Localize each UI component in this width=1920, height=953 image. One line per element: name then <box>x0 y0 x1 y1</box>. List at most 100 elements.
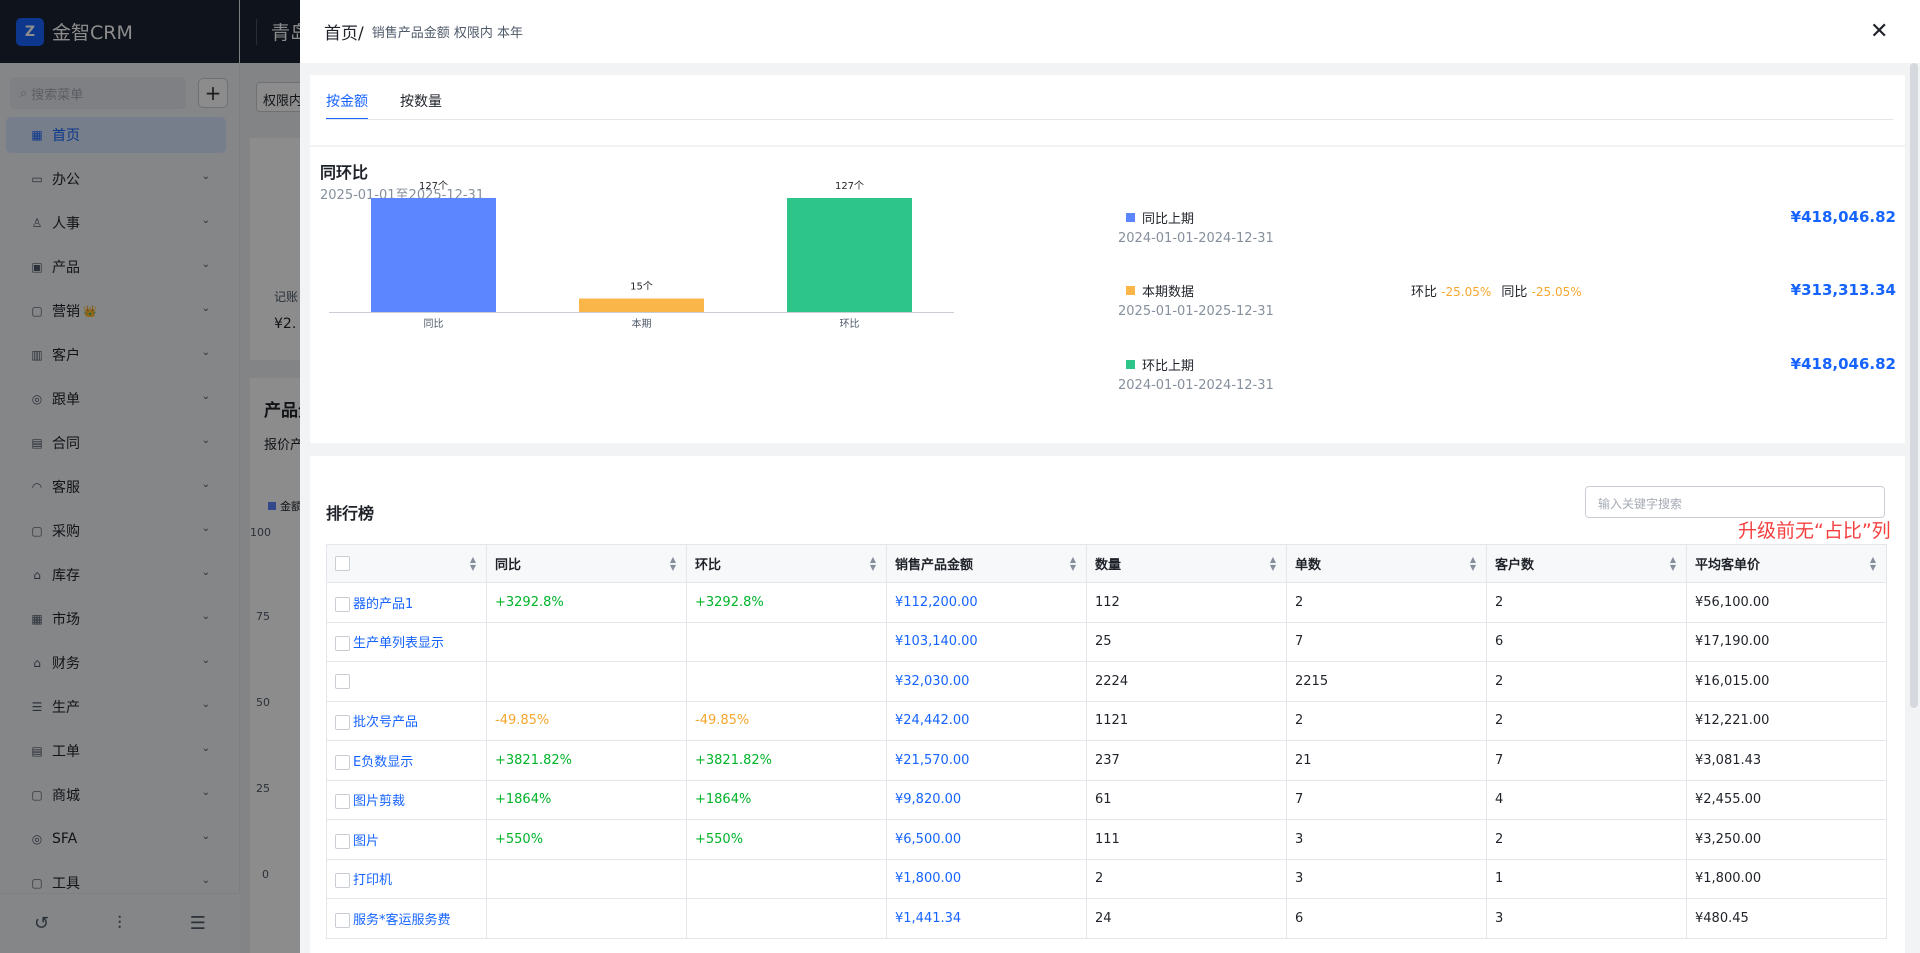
cell-name[interactable]: 器的产品1 <box>326 582 487 623</box>
select-all-checkbox[interactable] <box>335 556 350 571</box>
table-row[interactable]: 批次号产品 -49.85% -49.85% ¥24,442.00 1121 2 2 ¥12,2… <box>326 700 1887 741</box>
collapse-icon[interactable]: ☰ <box>189 913 206 934</box>
drawer-scrollbar[interactable] <box>1910 63 1918 708</box>
sidebar-item-3[interactable]: ▣ 产品 ⌄ <box>6 249 226 285</box>
sidebar-item-5[interactable]: ▥ 客户 ⌄ <box>6 337 226 373</box>
sort-icon[interactable]: ▲ ▼ <box>1269 555 1276 572</box>
tab-by-quantity[interactable]: 按数量 <box>400 94 442 110</box>
sidebar-item-15[interactable]: ▢ 商城 ⌄ <box>6 777 226 813</box>
product-name-link[interactable]: 生产单列表显示 <box>353 636 445 652</box>
sidebar-item-13[interactable]: ☰ 生产 ⌄ <box>6 689 226 725</box>
sidebar-item-6[interactable]: ◎ 跟单 ⌄ <box>6 381 226 417</box>
cell-amount[interactable]: ¥103,140.00 <box>886 621 1087 662</box>
sidebar-item-17[interactable]: ▢ 工具 ⌄ <box>6 865 226 901</box>
breadcrumb-home[interactable]: 首页/ <box>324 24 364 44</box>
column-header-name[interactable]: ▲ ▼ <box>326 544 487 583</box>
chevron-down-icon[interactable]: ⌄ <box>201 259 210 270</box>
chevron-down-icon[interactable]: ⌄ <box>201 215 210 226</box>
tab-by-amount[interactable]: 按金额 <box>326 91 368 120</box>
column-header-orders[interactable]: 单数 ▲ ▼ <box>1286 544 1487 583</box>
row-checkbox[interactable] <box>335 833 350 849</box>
sidebar-item-11[interactable]: ▦ 市场 ⌄ <box>6 601 226 637</box>
sidebar-item-2[interactable]: ♙ 人事 ⌄ <box>6 205 226 241</box>
row-checkbox[interactable] <box>335 754 350 770</box>
bar-1[interactable] <box>579 298 704 312</box>
table-row[interactable]: E负数显示 +3821.82% +3821.82% ¥21,570.00 237 21 7 ¥… <box>326 740 1887 781</box>
chevron-down-icon[interactable]: ⌄ <box>201 743 210 754</box>
product-name-link[interactable]: 图片剪裁 <box>353 794 406 810</box>
row-checkbox[interactable] <box>335 715 350 731</box>
table-row[interactable]: 服务*客运服务费 ¥1,441.34 24 6 3 ¥480.45 <box>326 898 1887 939</box>
chevron-down-icon[interactable]: ⌄ <box>201 567 210 578</box>
close-icon[interactable]: ✕ <box>1870 19 1889 44</box>
cell-amount[interactable]: ¥24,442.00 <box>886 700 1087 741</box>
sidebar-item-1[interactable]: ▭ 办公 ⌄ <box>6 161 226 197</box>
cell-amount[interactable]: ¥1,800.00 <box>886 858 1087 899</box>
cell-name[interactable]: 图片 <box>326 819 487 860</box>
chevron-down-icon[interactable]: ⌄ <box>201 435 210 446</box>
column-header-yoy[interactable]: 同比 ▲ ▼ <box>486 544 687 583</box>
bar-2[interactable] <box>787 198 912 312</box>
row-checkbox[interactable] <box>335 912 350 928</box>
sidebar-item-10[interactable]: ⌂ 库存 ⌄ <box>6 557 226 593</box>
cell-name[interactable]: E负数显示 <box>326 740 487 781</box>
chevron-down-icon[interactable]: ⌄ <box>201 171 210 182</box>
cell-name[interactable]: 打印机 <box>326 858 487 899</box>
cell-amount[interactable]: ¥112,200.00 <box>886 582 1087 623</box>
column-header-mom[interactable]: 环比 ▲ ▼ <box>686 544 887 583</box>
product-name-link[interactable]: 打印机 <box>353 873 393 889</box>
column-header-customers[interactable]: 客户数 ▲ ▼ <box>1486 544 1687 583</box>
product-name-link[interactable]: 器的产品1 <box>353 596 414 612</box>
row-checkbox[interactable] <box>335 596 350 612</box>
table-row[interactable]: 打印机 ¥1,800.00 2 3 1 ¥1,800.00 <box>326 858 1887 899</box>
table-row[interactable]: 图片 +550% +550% ¥6,500.00 111 3 2 ¥3,250.00 <box>326 819 1887 860</box>
sort-icon[interactable]: ▲ ▼ <box>1069 555 1076 572</box>
sort-icon[interactable]: ▲ ▼ <box>1869 555 1876 572</box>
sidebar-item-8[interactable]: ◠ 客服 ⌄ <box>6 469 226 505</box>
table-row[interactable]: ¥32,030.00 2224 2215 2 ¥16,015.00 <box>326 661 1887 702</box>
row-checkbox[interactable] <box>335 673 350 689</box>
cell-amount[interactable]: ¥32,030.00 <box>886 661 1087 702</box>
bar-0[interactable] <box>371 198 496 312</box>
cell-amount[interactable]: ¥21,570.00 <box>886 740 1087 781</box>
chevron-down-icon[interactable]: ⌄ <box>201 787 210 798</box>
table-row[interactable]: 器的产品1 +3292.8% +3292.8% ¥112,200.00 112 2 2 ¥56… <box>326 582 1887 623</box>
cell-name[interactable] <box>326 661 487 702</box>
sidebar-item-0[interactable]: ▦ 首页 <box>6 117 226 153</box>
product-name-link[interactable]: 图片 <box>353 833 380 849</box>
column-header-quantity[interactable]: 数量 ▲ ▼ <box>1086 544 1287 583</box>
chevron-down-icon[interactable]: ⌄ <box>201 875 210 886</box>
chevron-down-icon[interactable]: ⌄ <box>201 347 210 358</box>
product-name-link[interactable]: 服务*客运服务费 <box>353 912 451 928</box>
cell-name[interactable]: 生产单列表显示 <box>326 621 487 662</box>
cell-amount[interactable]: ¥6,500.00 <box>886 819 1087 860</box>
sidebar-item-9[interactable]: ▢ 采购 ⌄ <box>6 513 226 549</box>
cell-amount[interactable]: ¥1,441.34 <box>886 898 1087 939</box>
sidebar-item-4[interactable]: ▢ 营销 👑 ⌄ <box>6 293 226 329</box>
row-checkbox[interactable] <box>335 873 350 889</box>
sort-icon[interactable]: ▲ ▼ <box>1469 555 1476 572</box>
chevron-down-icon[interactable]: ⌄ <box>201 303 210 314</box>
chevron-down-icon[interactable]: ⌄ <box>201 831 210 842</box>
sort-icon[interactable]: ▲ ▼ <box>869 555 876 572</box>
add-button[interactable]: + <box>198 78 228 108</box>
table-row[interactable]: 生产单列表显示 ¥103,140.00 25 7 6 ¥17,190.00 <box>326 621 1887 662</box>
chevron-down-icon[interactable]: ⌄ <box>201 479 210 490</box>
sort-icon[interactable]: ▲ ▼ <box>469 555 476 572</box>
sort-icon[interactable]: ▲ ▼ <box>669 555 676 572</box>
sliders-icon[interactable]: ⫶ <box>117 913 122 934</box>
column-header-avg-price[interactable]: 平均客单价 ▲ ▼ <box>1686 544 1887 583</box>
row-checkbox[interactable] <box>335 636 350 652</box>
sidebar-item-7[interactable]: ▤ 合同 ⌄ <box>6 425 226 461</box>
column-header-amount[interactable]: 销售产品金额 ▲ ▼ <box>886 544 1087 583</box>
chevron-down-icon[interactable]: ⌄ <box>201 699 210 710</box>
chevron-down-icon[interactable]: ⌄ <box>201 523 210 534</box>
chevron-down-icon[interactable]: ⌄ <box>201 611 210 622</box>
chevron-down-icon[interactable]: ⌄ <box>201 655 210 666</box>
menu-search-input[interactable]: ⌕ 搜索菜单 <box>10 77 186 109</box>
cell-name[interactable]: 图片剪裁 <box>326 779 487 820</box>
table-row[interactable]: 图片剪裁 +1864% +1864% ¥9,820.00 61 7 4 ¥2,455.00 <box>326 779 1887 820</box>
sidebar-item-14[interactable]: ▤ 工单 ⌄ <box>6 733 226 769</box>
ranking-search-input[interactable]: 输入关键字搜索 <box>1585 486 1885 518</box>
product-name-link[interactable]: E负数显示 <box>353 754 414 770</box>
